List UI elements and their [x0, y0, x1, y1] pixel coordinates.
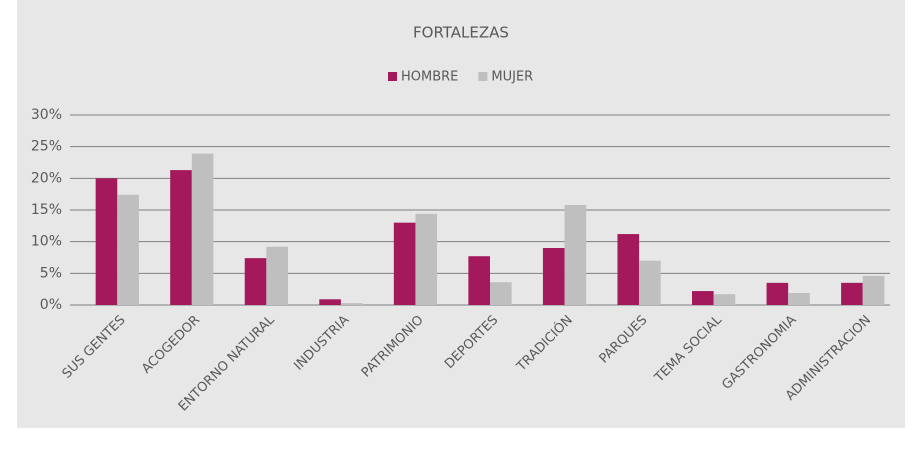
bar: [319, 299, 341, 305]
bar: [170, 170, 192, 305]
y-tick-label: 25%: [31, 139, 62, 155]
bar: [191, 153, 214, 305]
bar: [639, 260, 661, 305]
bar: [266, 246, 288, 305]
legend-swatch: [478, 72, 488, 81]
bar: [117, 194, 139, 305]
y-tick-label: 15%: [31, 202, 62, 218]
y-tick-label: 5%: [40, 265, 62, 281]
bar: [415, 213, 438, 305]
chart-title: FORTALEZAS: [413, 24, 509, 42]
bar: [617, 234, 640, 305]
bar: [841, 282, 863, 305]
bar: [244, 258, 267, 305]
bar: [564, 204, 587, 305]
y-tick-label: 0%: [40, 297, 62, 313]
y-tick-label: 30%: [31, 107, 62, 123]
bar: [862, 275, 885, 305]
bar: [393, 222, 416, 305]
y-tick-label: 10%: [31, 234, 62, 250]
bar: [713, 294, 736, 305]
legend-label: MUJER: [491, 70, 533, 85]
legend-swatch: [388, 72, 397, 81]
bar: [766, 282, 789, 305]
y-tick-label: 20%: [31, 170, 62, 186]
bar: [340, 303, 363, 305]
chart-background: [17, 0, 905, 428]
bar: [542, 248, 565, 305]
bar: [95, 178, 118, 305]
bar: [692, 291, 714, 305]
bar: [490, 282, 512, 305]
bar: [468, 256, 490, 305]
bar: [788, 292, 810, 305]
legend-label: HOMBRE: [401, 70, 458, 85]
